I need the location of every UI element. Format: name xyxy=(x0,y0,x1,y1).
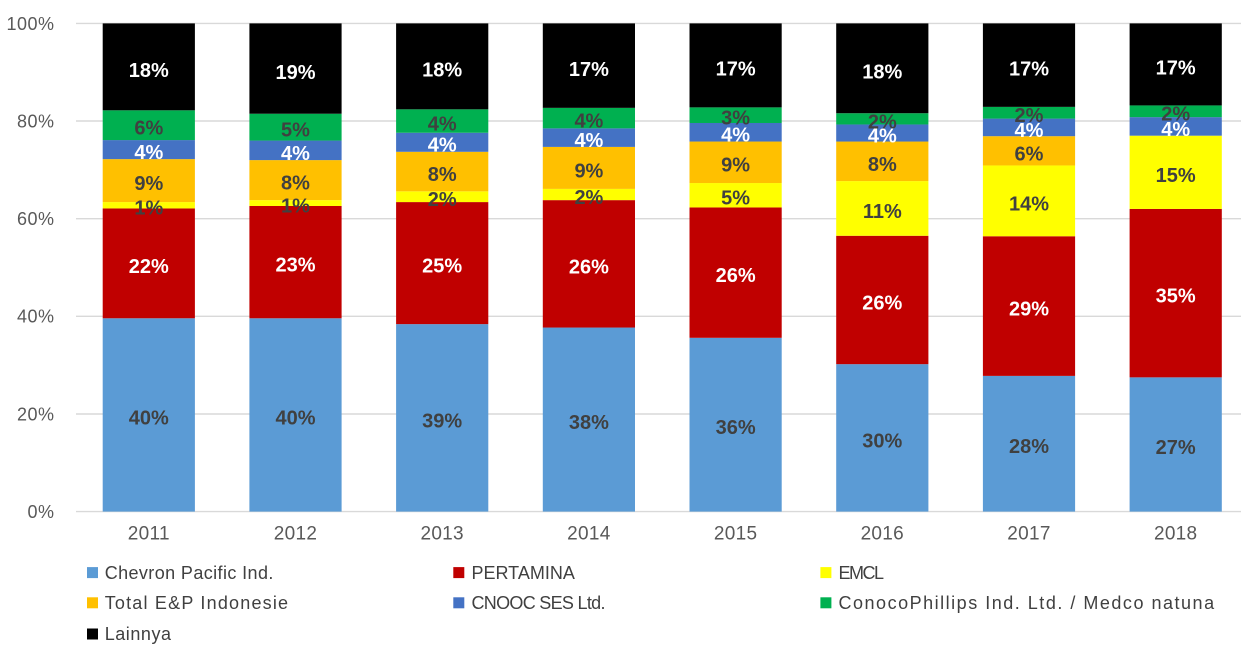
svg-text:2012: 2012 xyxy=(274,524,317,545)
svg-text:14%: 14% xyxy=(1009,193,1049,215)
svg-text:4%: 4% xyxy=(868,125,897,147)
svg-text:4%: 4% xyxy=(428,135,457,157)
svg-text:27%: 27% xyxy=(1156,437,1196,459)
svg-text:9%: 9% xyxy=(721,155,750,177)
svg-text:20%: 20% xyxy=(17,404,55,424)
svg-text:2014: 2014 xyxy=(567,524,611,545)
svg-text:29%: 29% xyxy=(1009,299,1049,321)
svg-text:17%: 17% xyxy=(1009,58,1049,80)
svg-text:17%: 17% xyxy=(1156,58,1196,80)
svg-text:1%: 1% xyxy=(134,198,163,220)
svg-text:4%: 4% xyxy=(134,142,163,164)
svg-text:Lainnya: Lainnya xyxy=(105,624,172,644)
svg-text:28%: 28% xyxy=(1009,436,1049,458)
svg-text:18%: 18% xyxy=(422,60,462,82)
svg-text:17%: 17% xyxy=(569,59,609,81)
svg-text:4%: 4% xyxy=(281,143,310,165)
svg-text:40%: 40% xyxy=(275,407,315,429)
svg-text:9%: 9% xyxy=(134,173,163,195)
svg-text:2013: 2013 xyxy=(420,524,463,545)
svg-text:2%: 2% xyxy=(574,187,603,209)
svg-text:2%: 2% xyxy=(1015,105,1044,127)
svg-text:8%: 8% xyxy=(868,154,897,176)
svg-text:26%: 26% xyxy=(569,256,609,278)
svg-text:39%: 39% xyxy=(422,410,462,432)
svg-text:2017: 2017 xyxy=(1007,524,1050,545)
svg-text:4%: 4% xyxy=(1015,120,1044,142)
svg-text:1%: 1% xyxy=(281,196,310,218)
svg-text:ConocoPhillips Ind. Ltd. / Med: ConocoPhillips Ind. Ltd. / Medco natuna xyxy=(839,593,1216,613)
svg-text:6%: 6% xyxy=(1015,143,1044,165)
svg-text:4%: 4% xyxy=(574,130,603,152)
svg-text:19%: 19% xyxy=(275,62,315,84)
svg-text:PERTAMINA: PERTAMINA xyxy=(472,563,575,583)
svg-text:18%: 18% xyxy=(862,62,902,84)
svg-text:15%: 15% xyxy=(1156,165,1196,187)
svg-text:CNOOC SES Ltd.: CNOOC SES Ltd. xyxy=(472,593,605,613)
svg-text:2%: 2% xyxy=(868,111,897,133)
svg-text:EMCL: EMCL xyxy=(839,563,884,583)
svg-text:38%: 38% xyxy=(569,412,609,434)
svg-text:6%: 6% xyxy=(134,118,163,140)
svg-text:2011: 2011 xyxy=(128,524,170,545)
svg-text:23%: 23% xyxy=(275,255,315,277)
svg-text:26%: 26% xyxy=(862,292,902,314)
svg-text:3%: 3% xyxy=(721,108,750,130)
svg-text:4%: 4% xyxy=(428,113,457,135)
svg-text:2015: 2015 xyxy=(714,524,757,545)
svg-text:22%: 22% xyxy=(129,256,169,278)
svg-text:9%: 9% xyxy=(574,160,603,182)
svg-text:25%: 25% xyxy=(422,256,462,278)
svg-text:4%: 4% xyxy=(574,111,603,133)
svg-text:5%: 5% xyxy=(721,188,750,210)
svg-text:2%: 2% xyxy=(1161,104,1190,126)
svg-text:30%: 30% xyxy=(862,430,902,452)
svg-text:4%: 4% xyxy=(1161,119,1190,141)
svg-text:8%: 8% xyxy=(281,173,310,195)
svg-text:26%: 26% xyxy=(716,265,756,287)
svg-text:Total E&P Indonesie: Total E&P Indonesie xyxy=(105,593,290,613)
svg-text:Chevron Pacific Ind.: Chevron Pacific Ind. xyxy=(105,563,274,583)
svg-text:2018: 2018 xyxy=(1154,524,1197,545)
svg-text:0%: 0% xyxy=(27,502,54,522)
svg-text:60%: 60% xyxy=(17,209,55,229)
svg-text:2016: 2016 xyxy=(861,524,904,545)
svg-text:5%: 5% xyxy=(281,120,310,142)
svg-text:4%: 4% xyxy=(721,125,750,147)
svg-text:100%: 100% xyxy=(6,14,54,34)
svg-text:18%: 18% xyxy=(129,60,169,82)
svg-text:80%: 80% xyxy=(17,111,55,131)
svg-text:40%: 40% xyxy=(129,407,169,429)
svg-text:2%: 2% xyxy=(428,189,457,211)
svg-text:11%: 11% xyxy=(863,201,902,223)
svg-text:36%: 36% xyxy=(716,417,756,439)
svg-text:17%: 17% xyxy=(716,59,756,81)
svg-text:8%: 8% xyxy=(428,164,457,186)
svg-text:35%: 35% xyxy=(1156,286,1196,308)
svg-text:40%: 40% xyxy=(17,307,55,327)
